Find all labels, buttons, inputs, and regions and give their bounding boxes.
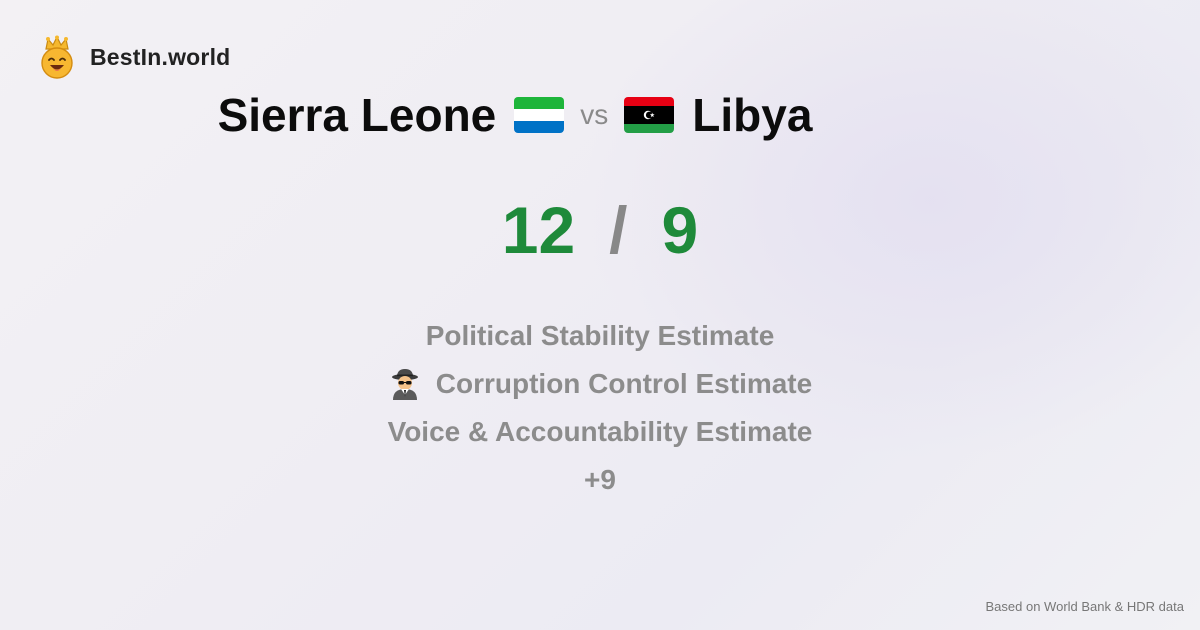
- metric-label: +9: [584, 464, 616, 495]
- comparison-title: Sierra Leone vs Libya: [0, 88, 1030, 142]
- score-row: 12 / 9: [0, 192, 1200, 268]
- metric-political-stability[interactable]: Political Stability Estimate: [426, 312, 775, 360]
- data-source-note: Based on World Bank & HDR data: [985, 599, 1184, 614]
- metric-corruption-control[interactable]: Corruption Control Estimate: [388, 360, 812, 408]
- brand-name: BestIn.world: [90, 43, 231, 70]
- brand-logo[interactable]: BestIn.world: [38, 35, 230, 79]
- metric-label: Political Stability Estimate: [425, 320, 775, 351]
- left-country-name[interactable]: Sierra Leone: [217, 89, 497, 141]
- more-metrics-count[interactable]: +9: [584, 456, 616, 504]
- metric-label: Corruption Control Estimate: [435, 368, 813, 399]
- crowned-smiley-icon: [41, 35, 73, 79]
- right-score: 9: [661, 193, 699, 267]
- detective-icon: [391, 369, 418, 400]
- right-country-name[interactable]: Libya: [692, 89, 813, 141]
- sierra-leone-flag-icon: [514, 97, 565, 133]
- left-score: 12: [501, 193, 576, 267]
- score-separator: /: [609, 193, 628, 267]
- background-glow: [580, 0, 1200, 460]
- metric-voice-accountability[interactable]: Voice & Accountability Estimate: [388, 408, 813, 456]
- metrics-list: Political Stability Estimate Corruption …: [0, 312, 1200, 504]
- vs-label: vs: [580, 99, 609, 130]
- metric-label: Voice & Accountability Estimate: [387, 416, 813, 447]
- libya-flag-icon: [624, 97, 675, 133]
